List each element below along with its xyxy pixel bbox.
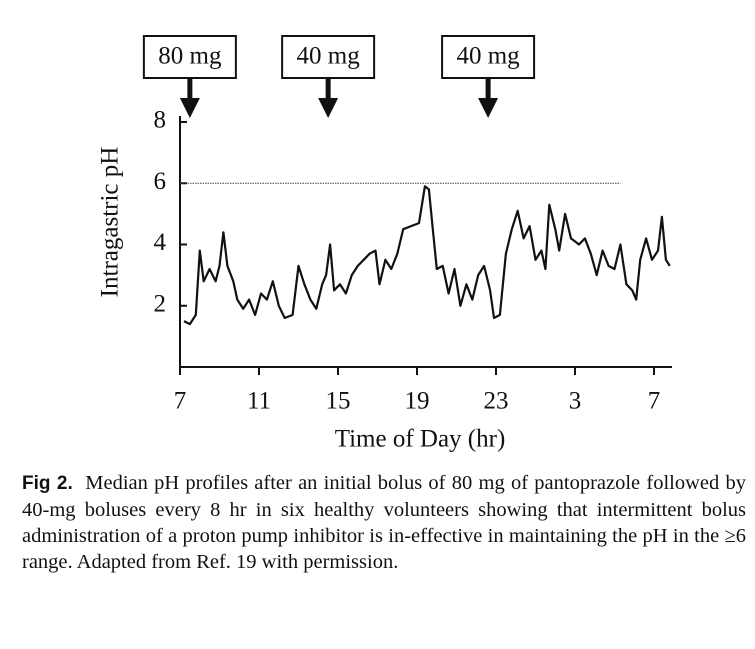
- x-tick-label: 3: [569, 388, 582, 415]
- y-axis-label: Intragastric pH: [97, 147, 124, 298]
- annotation-arrow-head: [318, 98, 339, 118]
- caption-text: Median pH profiles after an initial bolu…: [22, 472, 746, 573]
- ph-line: [183, 185, 671, 326]
- annotation-text: 40 mg: [456, 43, 520, 70]
- y-tick-label: 2: [154, 290, 167, 317]
- chart: Intragastric pH Time of Day (hr) 2 4 6 8 7 11…: [97, 35, 672, 453]
- y-tick-label: 8: [154, 107, 167, 134]
- annotation-text: 40 mg: [297, 43, 361, 70]
- annotation-arrow-head: [478, 98, 499, 118]
- x-tick-label: 23: [484, 388, 509, 415]
- y-tick-label: 4: [154, 229, 167, 256]
- annotation-arrow-head: [179, 98, 200, 118]
- x-tick-label: 15: [326, 388, 351, 415]
- y-tick-label: 6: [154, 168, 167, 195]
- x-tick-label: 7: [648, 388, 661, 415]
- annotation-box: [441, 35, 536, 79]
- annotation-text: 80 mg: [158, 43, 222, 70]
- caption-label: Fig 2.: [22, 473, 73, 494]
- annotation-box: [142, 35, 237, 79]
- x-tick-label: 11: [247, 388, 271, 415]
- x-tick-label: 7: [174, 388, 187, 415]
- x-tick-label: 19: [405, 388, 430, 415]
- x-axis-label: Time of Day (hr): [335, 426, 506, 453]
- caption: Fig 2. Median pH profiles after an initi…: [22, 470, 746, 575]
